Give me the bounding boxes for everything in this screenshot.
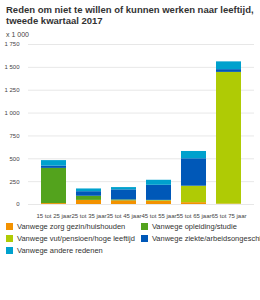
html-text:Vanwege andere redenen: Vanwege andere redenen xyxy=(17,245,103,255)
svg-text:35 tot 45 jaar: 35 tot 45 jaar xyxy=(106,213,141,219)
svg-text:65 tot 75 jaar: 65 tot 75 jaar xyxy=(211,213,246,219)
html-text:Vanwege opleiding/studie: Vanwege opleiding/studie xyxy=(151,221,237,231)
svg-text:1 500: 1 500 xyxy=(4,64,20,70)
svg-text:1 750: 1 750 xyxy=(4,41,20,47)
svg-text:500: 500 xyxy=(9,155,20,161)
svg-text:0: 0 xyxy=(16,201,20,207)
html-text:Vanwege zorg gezin/huishouden: Vanwege zorg gezin/huishouden xyxy=(17,221,126,231)
html-text:Reden om niet te willen of kun: Reden om niet te willen of kunnen werken… xyxy=(6,4,254,27)
svg-text:750: 750 xyxy=(9,133,20,139)
svg-text:55 tot 65 jaar: 55 tot 65 jaar xyxy=(176,213,211,219)
svg-text:25 tot 35 jaar: 25 tot 35 jaar xyxy=(71,213,106,219)
svg-text:1 250: 1 250 xyxy=(4,87,20,93)
html-text:x 1 000: x 1 000 xyxy=(6,30,29,38)
svg-text:1 000: 1 000 xyxy=(4,110,20,116)
svg-text:45 tot 55 jaar: 45 tot 55 jaar xyxy=(141,213,176,219)
svg-text:250: 250 xyxy=(9,178,20,184)
html-text:Vanwege vut/pensioen/hoge leef: Vanwege vut/pensioen/hoge leeftijd xyxy=(17,233,135,243)
svg-text:15 tot 25 jaar: 15 tot 25 jaar xyxy=(36,213,71,219)
